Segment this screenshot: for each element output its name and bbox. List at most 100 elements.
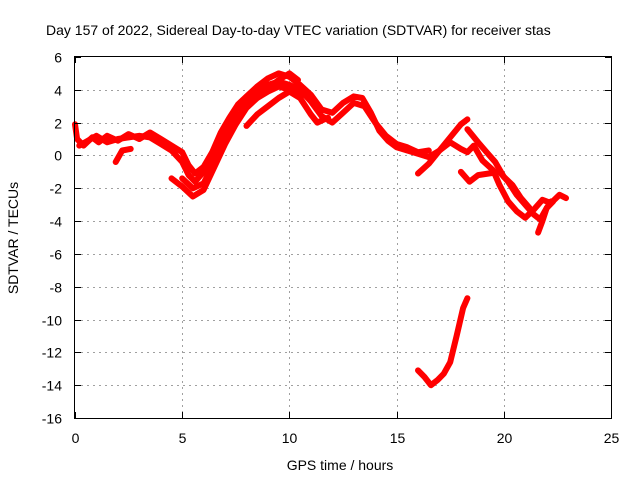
data-point	[168, 147, 175, 154]
data-point	[254, 92, 260, 98]
data-point	[265, 75, 271, 81]
data-point	[359, 95, 365, 101]
data-point	[119, 147, 125, 154]
data-point	[265, 103, 271, 109]
data-point	[458, 169, 464, 175]
data-point	[340, 110, 346, 116]
data-point	[243, 102, 250, 108]
series-line-track-a	[72, 70, 569, 221]
data-point	[484, 149, 490, 155]
data-point	[190, 185, 196, 191]
data-point	[447, 359, 453, 365]
data-point	[276, 83, 282, 90]
data-point	[454, 333, 460, 339]
data-point	[179, 184, 185, 190]
data-point	[383, 133, 389, 139]
data-point	[76, 143, 82, 149]
data-point	[426, 147, 432, 154]
data-point	[265, 85, 271, 91]
plot-frame	[74, 56, 612, 419]
data-point	[526, 205, 533, 211]
data-point	[308, 111, 314, 117]
data-point	[190, 193, 196, 200]
data-point	[286, 70, 292, 76]
data-point	[441, 371, 447, 377]
data-point	[136, 133, 142, 139]
x-tick-label: 0	[72, 430, 80, 446]
chart-title: Day 157 of 2022, Sidereal Day-to-day VTE…	[46, 22, 551, 38]
grid	[75, 57, 611, 418]
y-axis-label: SDTVAR / TECUs	[5, 182, 21, 294]
x-tick-label: 20	[497, 430, 513, 446]
data-point	[308, 98, 314, 104]
data-point	[501, 174, 507, 180]
data-point	[475, 139, 481, 145]
data-point	[539, 218, 546, 224]
data-point	[179, 159, 185, 165]
data-point	[233, 116, 239, 122]
data-point	[104, 133, 110, 139]
data-point	[276, 70, 282, 76]
data-point	[394, 141, 400, 147]
data-point	[496, 182, 503, 188]
data-point	[295, 77, 301, 83]
data-point	[458, 146, 464, 152]
data-point	[126, 134, 132, 140]
data-point	[211, 159, 217, 165]
series-line-track-j	[535, 198, 554, 236]
data-point	[297, 95, 303, 101]
data-point	[447, 134, 453, 140]
y-tick-label: -12	[42, 345, 62, 361]
data-point	[179, 149, 185, 155]
data-point	[201, 169, 207, 175]
data-point	[329, 120, 335, 126]
data-point	[158, 141, 164, 147]
x-axis-label: GPS time / hours	[287, 457, 394, 473]
data-point	[179, 175, 185, 181]
data-point	[535, 230, 541, 236]
data-point	[563, 195, 569, 201]
data-point	[415, 170, 421, 177]
data-point	[475, 172, 481, 178]
data-point	[458, 121, 464, 127]
y-tick-label: -4	[50, 214, 63, 230]
data-point	[464, 116, 470, 122]
data-point	[74, 136, 80, 142]
data-point	[286, 82, 292, 88]
y-tick-label: 0	[54, 148, 62, 164]
data-point	[539, 197, 546, 203]
data-point	[351, 100, 357, 106]
data-point	[147, 134, 153, 140]
data-point	[329, 110, 335, 116]
data-point	[479, 157, 485, 163]
y-tick-label: -6	[50, 247, 63, 263]
data-point	[276, 77, 282, 83]
data-point	[104, 139, 110, 145]
data-point	[464, 295, 470, 301]
data-point	[415, 367, 421, 373]
data-point	[471, 143, 477, 149]
data-point	[518, 195, 524, 201]
data-point	[531, 211, 537, 218]
data-point	[486, 170, 492, 177]
x-tick-label: 5	[179, 430, 187, 446]
data-point	[340, 100, 346, 106]
data-point	[492, 159, 498, 165]
y-tick-label: 2	[54, 116, 62, 132]
data-point	[428, 382, 434, 388]
data-point	[168, 175, 175, 181]
x-tick-label: 25	[604, 430, 620, 446]
data-point	[286, 88, 292, 95]
y-tick-label: 6	[54, 50, 62, 66]
data-point	[464, 149, 470, 155]
data-point	[93, 133, 99, 139]
data-point	[201, 187, 207, 193]
data-point	[460, 305, 466, 311]
x-tick-label: 15	[390, 430, 406, 446]
data-point	[509, 182, 515, 188]
data-series	[72, 70, 569, 389]
data-point	[415, 149, 421, 155]
data-point	[254, 111, 260, 117]
